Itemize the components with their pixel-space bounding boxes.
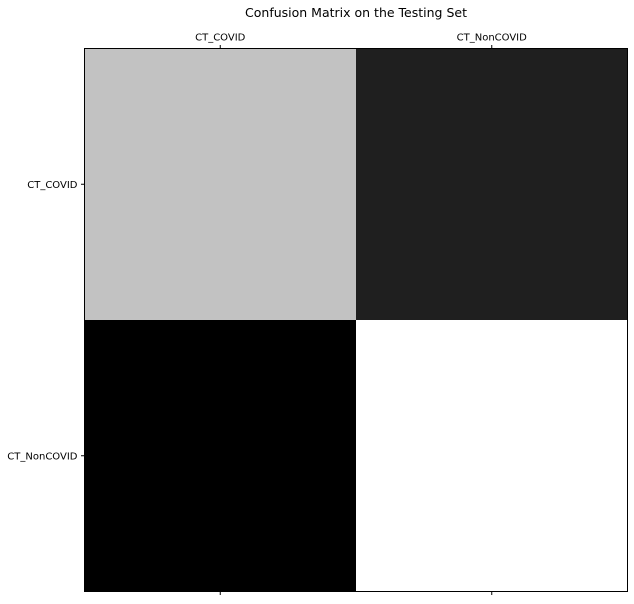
x-tick-label: CT_COVID — [195, 33, 246, 44]
plot-frame — [84, 48, 628, 592]
x-tick-label: CT_NonCOVID — [457, 33, 527, 44]
y-ticks-left: CT_COVID CT_NonCOVID — [7, 180, 85, 462]
cell-ct-covid-ct-covid — [84, 48, 357, 321]
x-ticks-bottom — [219, 591, 493, 595]
y-tick-label: CT_COVID — [27, 180, 78, 191]
cell-ct-noncovid-ct-noncovid — [356, 320, 628, 592]
y-tick-label: CT_NonCOVID — [7, 451, 77, 462]
matrix-cells — [84, 48, 628, 592]
x-ticks-top: CT_COVID CT_NonCOVID — [195, 33, 527, 49]
chart-title: Confusion Matrix on the Testing Set — [245, 5, 467, 20]
cell-ct-noncovid-ct-covid — [84, 320, 357, 592]
cell-ct-covid-ct-noncovid — [356, 48, 628, 321]
